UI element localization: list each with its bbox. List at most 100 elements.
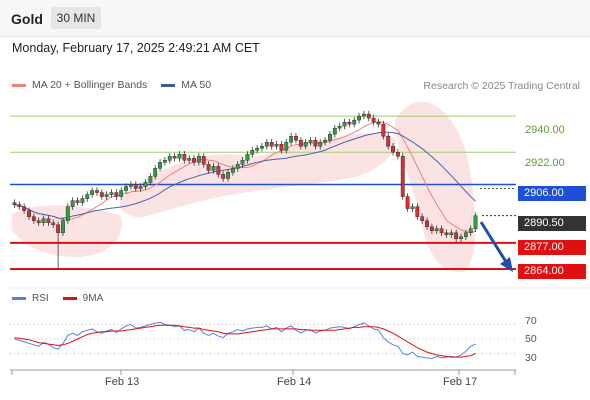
- candle-body: [366, 113, 371, 119]
- legend-item-rsi: RSI: [12, 293, 49, 304]
- candle-body: [391, 146, 395, 153]
- candle-body: [17, 204, 22, 207]
- candle-body: [410, 206, 415, 209]
- candle-body: [70, 200, 75, 207]
- candle-body: [99, 192, 104, 197]
- legend-item-ma20: MA 20 + Bollinger Bands: [12, 79, 147, 91]
- candle-body: [279, 144, 284, 151]
- candle-body: [196, 156, 201, 163]
- candle-body: [12, 202, 17, 205]
- timestamp: Monday, February 17, 2025 2:49:21 AM CET: [12, 41, 260, 55]
- candle-body: [182, 154, 187, 161]
- candle-body: [240, 160, 245, 165]
- candle-body: [313, 140, 318, 147]
- candle-body: [226, 172, 230, 179]
- level-tag-2906: 2906.00: [518, 186, 586, 201]
- candle-body: [177, 154, 182, 159]
- candle-body: [31, 216, 36, 221]
- candle-body: [269, 142, 274, 147]
- candle-body: [216, 166, 221, 175]
- date-label-feb14: Feb 14: [277, 376, 312, 388]
- candle-body: [294, 135, 298, 141]
- rsi-label: RSI: [32, 293, 49, 304]
- candle-body: [158, 162, 162, 169]
- forecast-arrow-head: [500, 257, 513, 272]
- candle-body: [61, 220, 65, 233]
- level-label-2940: 2940.00: [525, 124, 565, 136]
- ma20-line: [14, 120, 476, 233]
- candle-body: [357, 115, 361, 121]
- 9ma-label: 9MA: [82, 293, 104, 304]
- candle-body: [148, 176, 153, 183]
- candle-body: [429, 226, 434, 231]
- candle-body: [221, 174, 226, 179]
- candle-body: [342, 121, 347, 127]
- candle-body: [95, 190, 99, 193]
- bollinger-band-mid: [119, 133, 396, 218]
- candle-body: [347, 121, 352, 125]
- candle-body: [85, 194, 90, 199]
- candle-body: [75, 200, 80, 203]
- forecast-arrow-shaft: [479, 221, 510, 266]
- candle-body: [245, 154, 250, 161]
- candle-body: [27, 210, 31, 217]
- candle-body: [264, 142, 269, 147]
- rsi-tick-30: 30: [525, 352, 537, 364]
- candle-body: [376, 121, 381, 125]
- candle-body: [449, 232, 454, 235]
- candle-body: [201, 156, 206, 165]
- candle-body: [119, 190, 124, 197]
- candle-body: [352, 119, 357, 125]
- candle-body: [104, 194, 109, 197]
- candle-body: [41, 218, 46, 223]
- candle-body: [211, 166, 216, 171]
- copyright-text: Research © 2025 Trading Central: [423, 80, 580, 92]
- candle-body: [56, 224, 61, 233]
- bollinger-band-left: [12, 205, 122, 258]
- candle-body: [51, 222, 56, 225]
- candle-body: [439, 228, 444, 233]
- candle-body: [289, 135, 294, 143]
- candle-body: [172, 156, 177, 159]
- legend-item-9ma: 9MA: [62, 293, 104, 304]
- candle-body: [323, 140, 328, 143]
- candle-body: [298, 140, 303, 147]
- candle-body: [46, 218, 51, 223]
- timeframe-badge[interactable]: 30 MIN: [51, 7, 101, 29]
- ma50-swatch: [161, 83, 176, 87]
- candle-body: [362, 113, 366, 117]
- candle-body: [36, 220, 41, 223]
- candle-body: [473, 215, 478, 229]
- rsi-swatch: [12, 297, 26, 300]
- candle-body: [415, 206, 420, 217]
- candle-body: [138, 186, 143, 189]
- main-legend: MA 20 + Bollinger Bands MA 50: [12, 79, 225, 91]
- candle-body: [250, 150, 255, 155]
- candle-body: [332, 127, 337, 135]
- candle-body: [284, 142, 289, 151]
- date-label-feb17: Feb 17: [443, 376, 478, 388]
- candle-body: [260, 146, 264, 149]
- level-tag-2877: 2877.00: [518, 240, 586, 255]
- bollinger-band-right: [395, 101, 476, 273]
- level-tag-2864: 2864.00: [518, 264, 586, 279]
- candle-body: [381, 123, 386, 137]
- candle-body: [303, 142, 308, 147]
- candle-body: [420, 216, 425, 221]
- candle-body: [80, 198, 85, 203]
- ma50-line: [14, 131, 476, 219]
- candle-body: [235, 164, 240, 169]
- rsi-9ma-line: [14, 324, 476, 358]
- candle-body: [162, 160, 167, 163]
- candle-body: [405, 196, 410, 209]
- candle-body: [153, 168, 158, 177]
- ma20-swatch: [12, 83, 26, 87]
- rsi-line: [14, 321, 476, 360]
- candle-body: [22, 206, 27, 211]
- candle-body: [274, 144, 279, 147]
- candle-body: [337, 125, 342, 129]
- candle-body: [230, 168, 235, 173]
- instrument-title: Gold: [11, 11, 43, 27]
- candle-body: [192, 158, 196, 163]
